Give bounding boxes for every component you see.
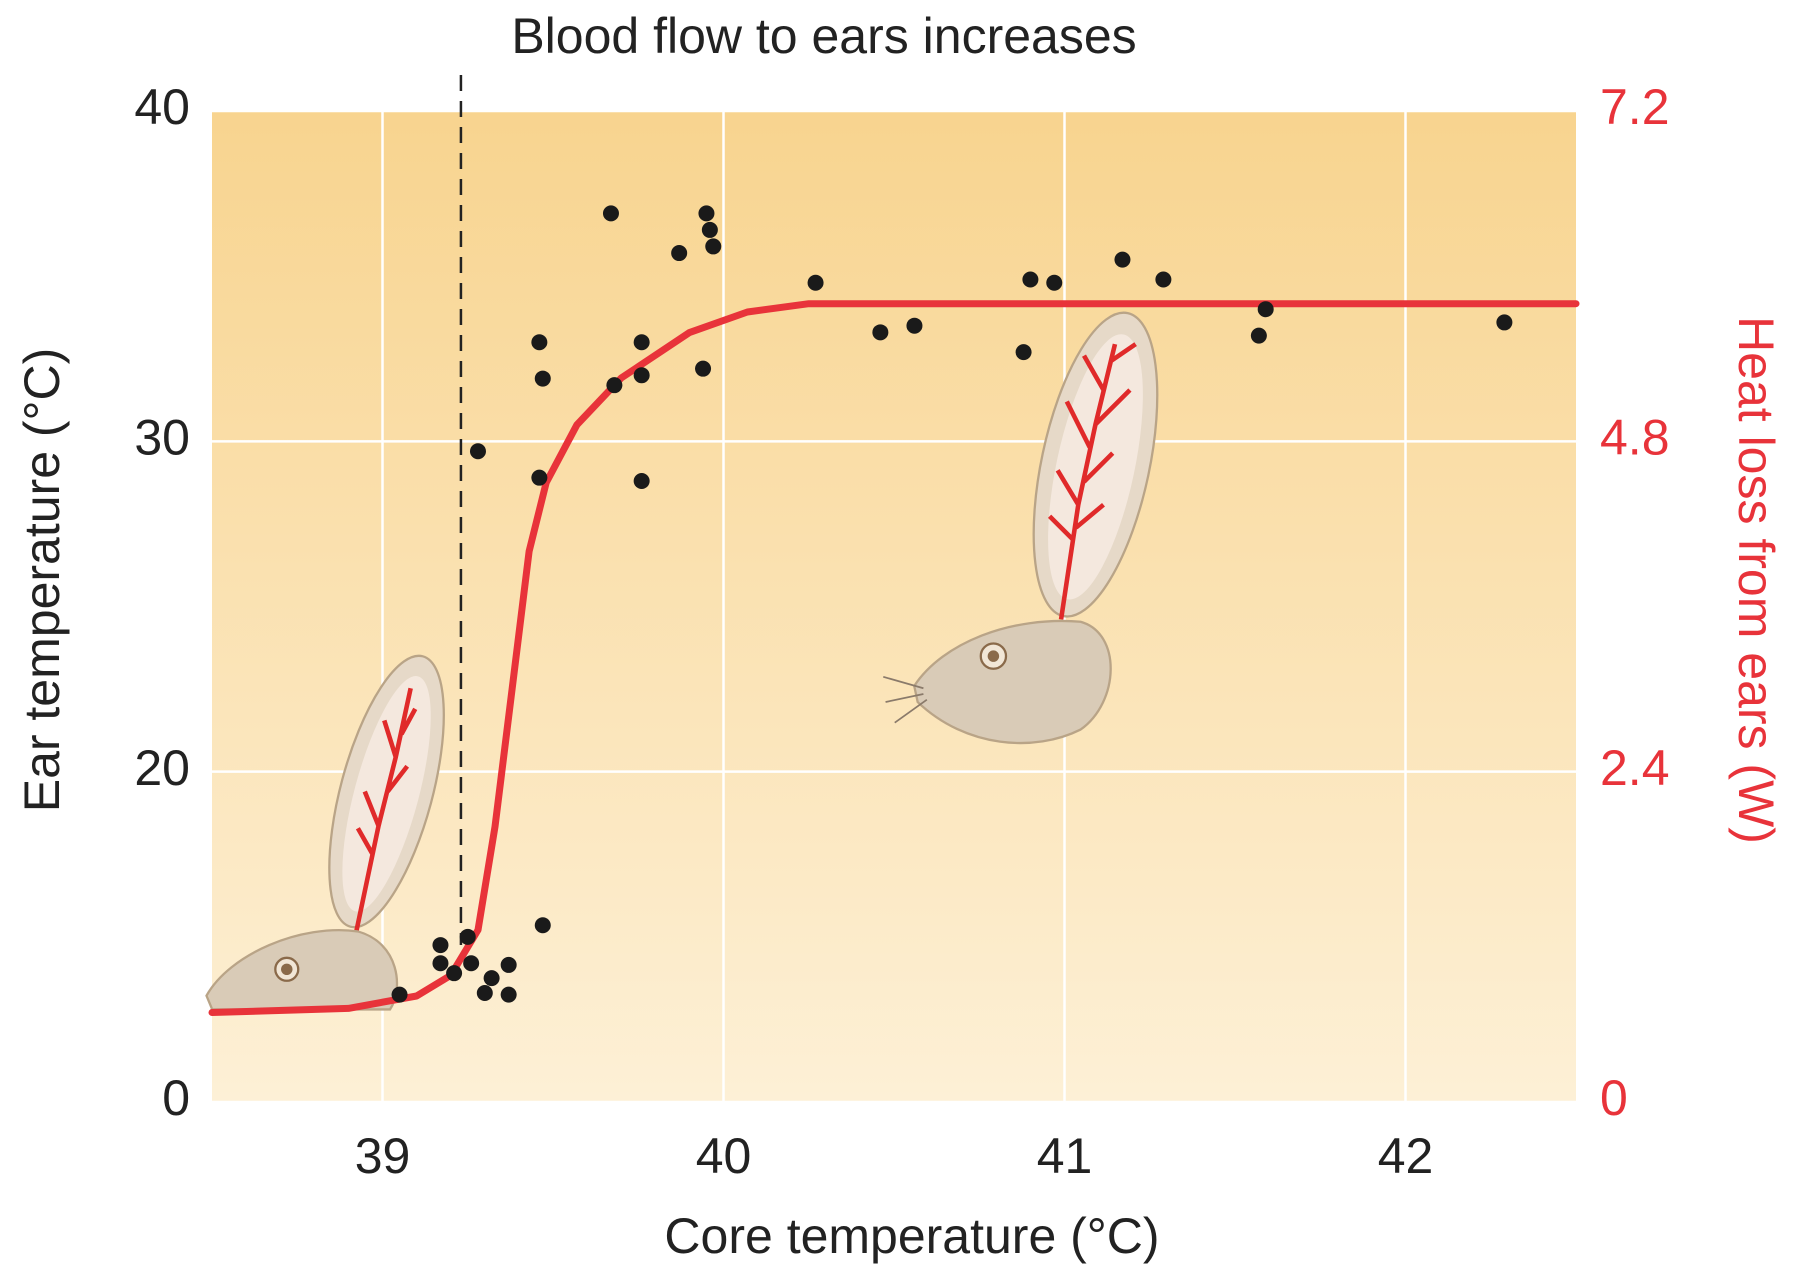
data-point [633,367,650,384]
data-point [391,986,408,1003]
y-tick-label: 40 [134,79,190,135]
data-point [432,937,449,954]
data [208,75,1580,1016]
y-tick-label: 0 [162,1070,190,1126]
data-point [469,443,486,460]
x-tick-label: 42 [1378,1128,1434,1184]
data-point [633,334,650,351]
data-point [1257,301,1274,318]
data-point [701,221,718,238]
x-tick-label: 39 [355,1128,411,1184]
data-point [1496,314,1513,331]
data-point [534,917,551,934]
data-point [531,334,548,351]
data-point [446,965,463,982]
y-axis-label: Ear temperature (°C) [14,348,70,813]
rabbit-warm [883,311,1159,745]
data-point [698,205,715,222]
data-point [476,984,493,1001]
data-point [531,469,548,486]
rabbit-illustrations [205,311,1159,1011]
data-point [695,360,712,377]
data-point [1022,271,1039,288]
data-point [633,472,650,489]
x-tick-label: 40 [696,1128,752,1184]
data-point [606,377,623,394]
y2-tick-label: 7.2 [1600,79,1670,135]
data-point [1250,327,1267,344]
annotation: Blood flow to ears increases [511,8,1136,64]
y2-tick-label: 2.4 [1600,740,1670,796]
y-tick-label: 30 [134,410,190,466]
data-point [807,274,824,291]
heat-loss-curve [208,300,1580,1016]
rabbit-cool [205,654,445,1011]
x-axis-label: Core temperature (°C) [664,1208,1159,1264]
data-point [500,986,517,1003]
plot-background [212,111,1576,1102]
x-tick-label: 41 [1037,1128,1093,1184]
data-point [705,238,722,255]
y2-axis-label: Heat loss from ears (W) [1728,316,1784,844]
y2-tick-label: 4.8 [1600,410,1670,466]
data-point [459,928,476,945]
data-point [1114,251,1131,268]
data-point [432,955,449,972]
data-point [500,956,517,973]
data-point [483,970,500,987]
data-point [671,245,688,262]
data-point [872,324,889,341]
data-point [602,205,619,222]
data-point [1046,274,1063,291]
y-tick-label: 20 [134,740,190,796]
y2-tick-label: 0 [1600,1070,1628,1126]
data-point [534,370,551,387]
data-point [906,317,923,334]
data-point [1015,344,1032,361]
data-point [463,955,480,972]
data-point [1155,271,1172,288]
